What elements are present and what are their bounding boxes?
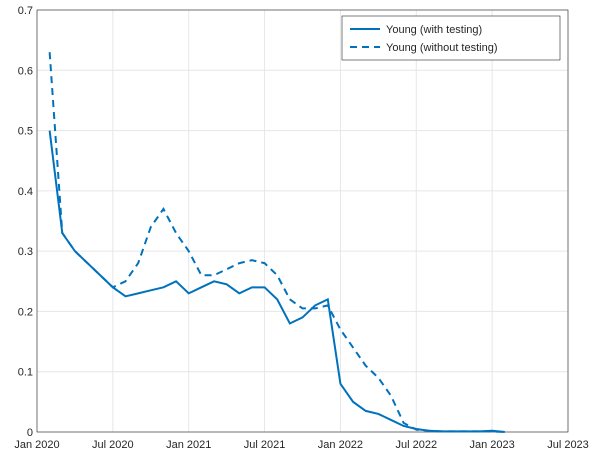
y-tick-label: 0.3 <box>18 246 33 258</box>
line <box>48 130 505 433</box>
x-tick-label: Jul 2023 <box>547 439 589 451</box>
x-tick-label: Jul 2020 <box>92 439 134 451</box>
y-tick-label: 0.5 <box>18 126 33 138</box>
x-tick-label: Jan 2023 <box>470 439 515 451</box>
x-tick-label: Jul 2021 <box>244 439 286 451</box>
legend-label: Young (with testing) <box>386 24 482 36</box>
x-tick-label: Jan 2020 <box>14 439 59 451</box>
y-tick-label: 0.4 <box>18 186 33 198</box>
line <box>48 52 505 433</box>
y-tick-label: 0.1 <box>18 367 33 379</box>
y-tick-label: 0.2 <box>18 306 33 318</box>
y-tick-label: 0.6 <box>18 65 33 77</box>
x-tick-label: Jan 2021 <box>166 439 211 451</box>
x-tick-label: Jan 2022 <box>318 439 363 451</box>
x-tick-label: Jul 2022 <box>395 439 437 451</box>
legend-box <box>341 15 561 61</box>
y-tick-label: 0.7 <box>18 5 33 17</box>
y-tick-label: 0 <box>27 427 33 439</box>
axes-box <box>36 9 569 433</box>
legend-label: Young (without testing) <box>386 42 498 54</box>
